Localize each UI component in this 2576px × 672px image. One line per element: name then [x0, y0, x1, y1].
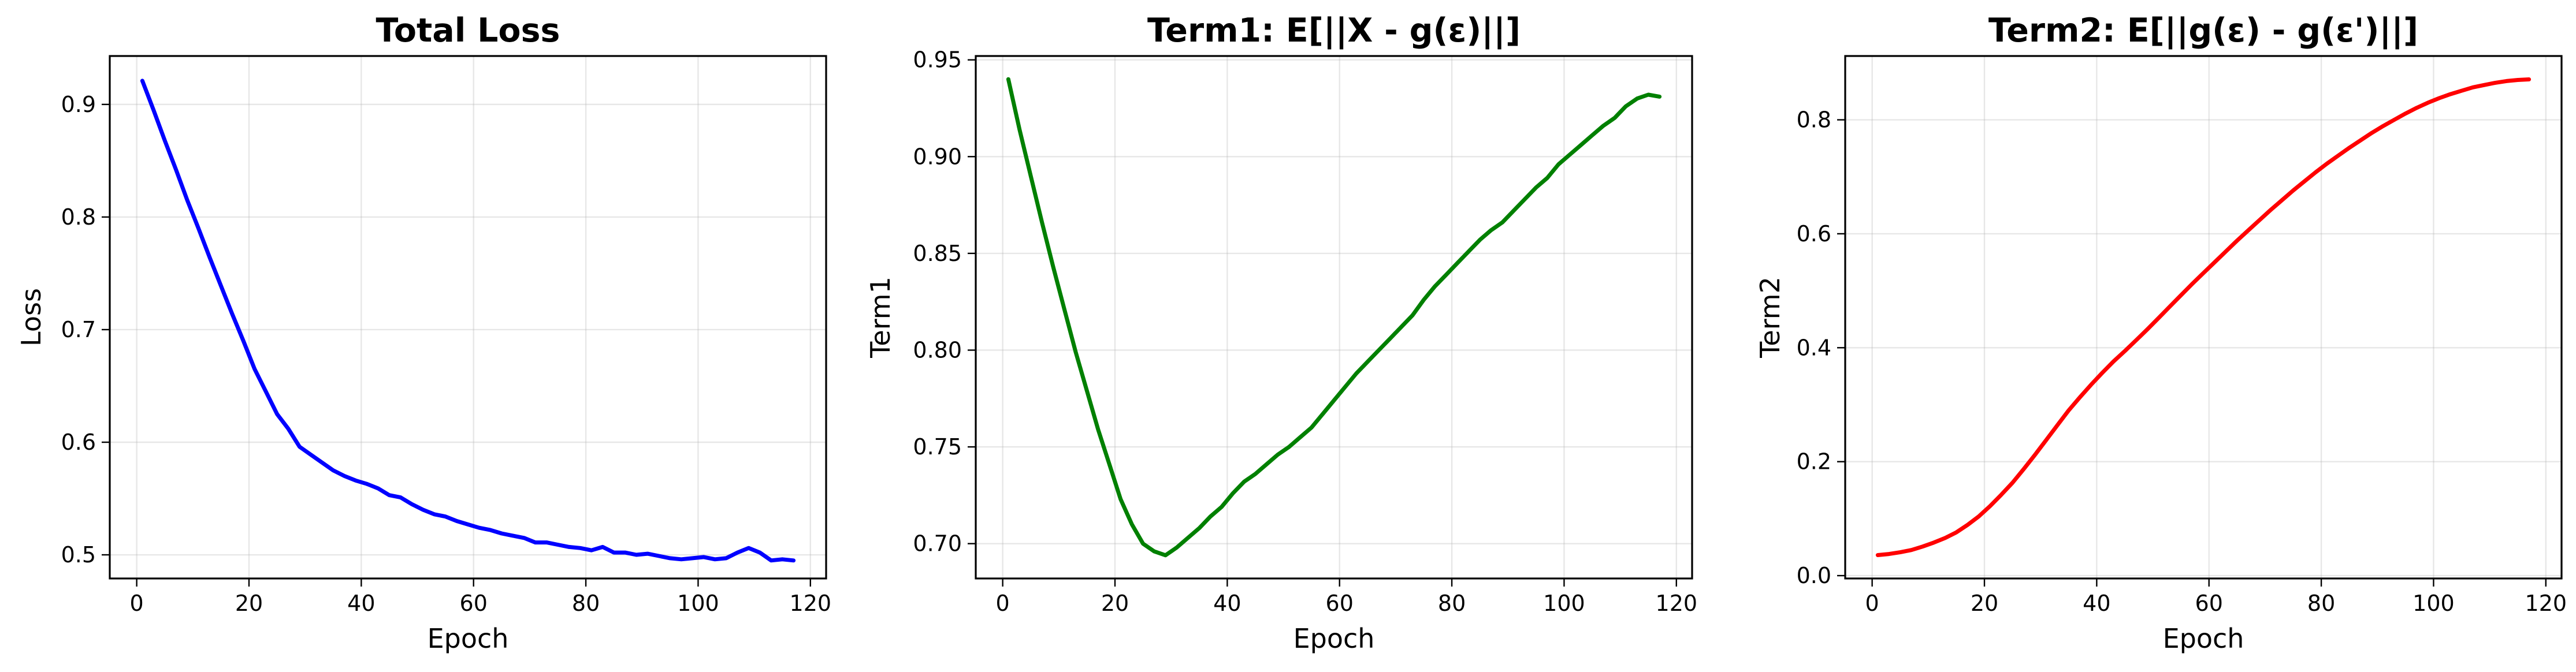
x-tick-label: 20: [235, 591, 263, 616]
x-tick-label: 40: [1213, 591, 1241, 616]
chart-title: Term2: E[||g(ε) - g(ε')||]: [1988, 12, 2418, 50]
x-axis-label: Epoch: [428, 623, 509, 654]
y-tick-label: 0.95: [913, 47, 962, 73]
x-tick-label: 0: [1865, 591, 1879, 616]
x-tick-label: 120: [790, 591, 832, 616]
x-tick-label: 100: [1543, 591, 1585, 616]
series-lines: [140, 79, 796, 563]
y-tick-label: 0.0: [1797, 563, 1831, 588]
series-lines: [1875, 77, 2532, 557]
series-lines: [1006, 77, 1662, 558]
x-axis-label: Epoch: [1293, 623, 1375, 654]
y-tick-label: 0.85: [913, 241, 962, 266]
axes-frame: [975, 55, 1693, 580]
y-axis-label: Loss: [16, 288, 47, 346]
x-tick-label: 100: [677, 591, 719, 616]
x-tick-label: 40: [347, 591, 375, 616]
x-tick-label: 60: [460, 591, 488, 616]
x-tick-label: 120: [1656, 591, 1698, 616]
series-line: [1875, 77, 2532, 557]
tick-labels: 0 20 40 60 80 100 120 0.5 0.6 0.7 0.8 0.9: [61, 92, 831, 616]
x-tick-label: 80: [572, 591, 600, 616]
y-tick-label: 0.90: [913, 144, 962, 169]
panel-total-loss: 0 20 40 60 80 100 120 0.5 0.6 0.7 0.8 0.9 Total Los…: [16, 12, 831, 654]
x-tick-label: 60: [2195, 591, 2223, 616]
x-tick-label: 20: [1971, 591, 1998, 616]
y-tick-label: 0.80: [913, 337, 962, 363]
x-tick-label: 0: [130, 591, 144, 616]
series-line: [140, 79, 796, 563]
x-tick-label: 80: [1438, 591, 1466, 616]
y-tick-label: 0.5: [61, 542, 96, 568]
y-tick-label: 0.6: [1797, 221, 1831, 247]
y-tick-label: 0.75: [913, 434, 962, 460]
y-tick-label: 0.8: [61, 204, 96, 230]
x-tick-label: 60: [1326, 591, 1354, 616]
panel-term1: 0 20 40 60 80 100 1200.700.750.800.850.900.95 …: [865, 12, 1697, 654]
y-tick-label: 0.2: [1797, 449, 1831, 475]
grid-lines: [976, 56, 1692, 578]
x-tick-label: 120: [2525, 591, 2567, 616]
series-line: [1006, 77, 1662, 558]
x-tick-label: 100: [2413, 591, 2455, 616]
panel-term2: 0 20 40 60 80 100 120 0.0 0.2 0.4 0.6 0.8 Term2: E[…: [1754, 12, 2567, 654]
chart-title: Total Loss: [376, 12, 560, 50]
x-tick-label: 20: [1101, 591, 1129, 616]
chart-title: Term1: E[||X - g(ε)||]: [1147, 12, 1521, 50]
grid-lines: [1845, 56, 2562, 578]
x-tick-label: 40: [2083, 591, 2110, 616]
tick-labels: 0 20 40 60 80 100 120 0.70 0.75 0.80 0.85 0.90 0.95: [913, 47, 1697, 616]
axes-frame: [109, 55, 827, 580]
grid-lines: [110, 56, 826, 578]
axes-frame: [1844, 55, 2563, 580]
y-tick-label: 0.8: [1797, 107, 1831, 133]
x-tick-label: 0: [996, 591, 1010, 616]
y-axis-label: Term2: [1754, 277, 1786, 359]
y-tick-label: 0.4: [1797, 335, 1831, 360]
x-tick-label: 80: [2307, 591, 2335, 616]
tick-marks: [102, 103, 811, 587]
tick-labels: 0 20 40 60 80 100 120 0.0 0.2 0.4 0.6 0.8: [1797, 107, 2567, 616]
y-axis-label: Term1: [865, 277, 896, 359]
y-tick-label: 0.7: [61, 317, 96, 342]
tick-marks: [968, 59, 1677, 587]
y-tick-label: 0.70: [913, 531, 962, 557]
tick-marks: [1837, 119, 2547, 587]
y-tick-label: 0.6: [61, 430, 96, 455]
y-tick-label: 0.9: [61, 92, 96, 117]
x-axis-label: Epoch: [2163, 623, 2244, 654]
